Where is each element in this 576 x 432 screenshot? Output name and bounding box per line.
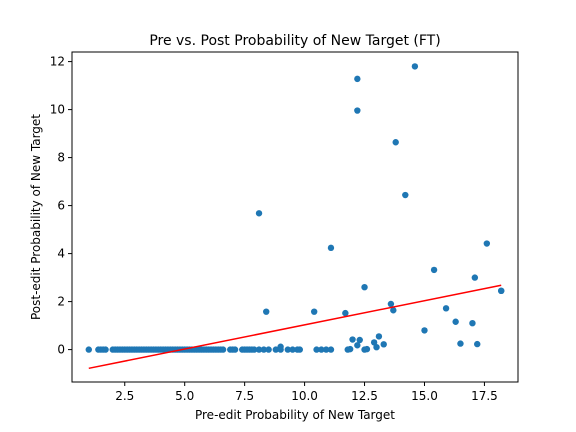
data-points [85,63,505,353]
data-point [327,244,335,252]
data-point [392,139,399,146]
x-tick-label: 15.0 [411,389,438,403]
data-point [474,340,481,348]
x-tick-label: 7.5 [235,389,254,403]
trend-line-layer [88,284,502,370]
data-point [265,346,272,353]
data-point [260,346,268,353]
data-point [255,210,263,217]
data-point [370,339,378,346]
y-tick-label: 12 [50,55,65,69]
data-point [251,346,258,353]
data-point [361,284,368,291]
data-point [363,345,371,353]
data-point [313,346,320,353]
data-point [380,341,387,348]
data-point [289,346,296,353]
trend-line [88,284,502,370]
data-point [483,240,491,247]
data-point [346,345,354,353]
data-point [318,346,325,353]
x-tick-label: 10.0 [291,389,318,403]
data-point [387,300,395,308]
data-point [411,63,419,70]
data-point [219,346,227,353]
data-point [255,346,263,353]
data-point [430,266,438,274]
data-point [457,340,464,347]
data-point [277,343,284,350]
x-axis-label: Pre-edit Probability of New Target [195,408,395,422]
data-point [263,308,270,315]
y-tick-label: 4 [57,247,65,261]
data-point [102,346,109,353]
data-point [442,305,450,312]
y-tick-label: 6 [57,199,65,213]
data-point [284,346,292,353]
data-point [421,327,428,334]
data-point [322,346,330,353]
data-point [349,336,356,343]
data-point [498,287,505,294]
y-tick-label: 2 [57,295,65,309]
data-point [469,320,476,327]
x-tick-label: 12.5 [351,389,378,403]
data-point [402,191,409,199]
data-point [356,336,363,344]
y-tick-label: 8 [57,151,65,165]
x-tick-label: 17.5 [471,389,498,403]
x-tick-label: 5.0 [175,389,194,403]
y-tick-label: 10 [50,103,65,117]
data-point [354,107,361,114]
data-point [342,309,349,317]
data-point [375,333,383,340]
data-point [354,342,361,349]
x-tick-label: 2.5 [115,389,134,403]
data-point [452,318,459,325]
data-point [272,346,280,353]
data-point [373,344,380,351]
data-point [231,346,239,353]
y-axis-label: Post-edit Probability of New Target [29,114,43,320]
y-axis-ticks: 0 2 4 6 8 10 12 [50,55,72,357]
chart-title: Pre vs. Post Probability of New Target (… [149,33,440,49]
data-point [390,307,397,314]
axes-frame [71,51,519,383]
x-axis-ticks: 2.5 5.0 7.5 10.0 12.5 15.0 17.5 [115,382,498,403]
data-point [310,308,318,315]
data-point [296,346,303,353]
data-point [85,346,92,353]
data-point [471,274,479,281]
data-point [354,75,361,83]
data-point [327,346,335,353]
y-tick-label: 0 [57,343,65,357]
